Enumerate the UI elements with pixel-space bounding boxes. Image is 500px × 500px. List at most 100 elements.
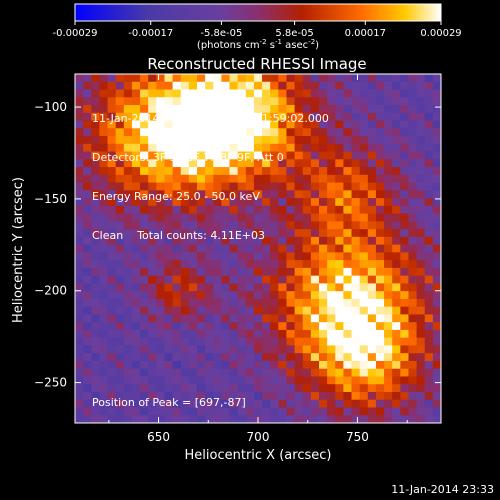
heatmap-cell — [351, 112, 361, 121]
heatmap-cell — [164, 314, 173, 323]
heatmap-cell — [180, 89, 190, 98]
heatmap-cell — [205, 415, 214, 424]
heatmap-cell — [253, 384, 263, 393]
heatmap-cell — [400, 198, 409, 207]
heatmap-cell — [123, 151, 133, 160]
heatmap-cell — [302, 236, 312, 246]
heatmap-cell — [229, 105, 239, 114]
heatmap-cell — [99, 136, 108, 145]
heatmap-cell — [140, 205, 149, 214]
heatmap-cell — [213, 345, 222, 354]
heatmap-cell — [278, 399, 287, 408]
heatmap-cell — [83, 329, 92, 339]
heatmap-cell — [245, 112, 255, 121]
heatmap-cell — [91, 260, 100, 269]
heatmap-cell — [416, 81, 426, 90]
heatmap-cell — [237, 384, 247, 393]
heatmap-cell — [115, 360, 125, 370]
heatmap-cell — [335, 205, 344, 214]
heatmap-cell — [156, 97, 165, 106]
heatmap-cell — [294, 97, 304, 106]
heatmap-cell — [115, 236, 125, 246]
heatmap-cell — [351, 306, 361, 315]
heatmap-cell — [213, 275, 222, 284]
heatmap-cell — [75, 182, 84, 191]
heatmap-cell — [310, 322, 320, 331]
heatmap-cell — [302, 143, 312, 152]
energy-range-text: Energy Range: 25.0 - 50.0 keV — [92, 190, 260, 203]
heatmap-cell — [270, 105, 279, 114]
heatmap-cell — [197, 205, 206, 214]
heatmap-cell — [140, 391, 149, 401]
heatmap-cell — [278, 229, 287, 238]
heatmap-cell — [156, 306, 165, 315]
heatmap-cell — [91, 81, 100, 90]
heatmap-cell — [270, 275, 279, 284]
heatmap-cell — [83, 314, 92, 323]
heatmap-cell — [270, 81, 279, 90]
heatmap-cell — [213, 283, 222, 292]
heatmap-cell — [245, 159, 255, 168]
heatmap-cell — [262, 267, 271, 277]
heatmap-cell — [229, 345, 239, 354]
heatmap-cell — [123, 143, 133, 152]
heatmap-cell — [319, 415, 328, 424]
heatmap-cell — [351, 415, 361, 424]
heatmap-cell — [392, 97, 401, 106]
heatmap-cell — [408, 167, 417, 176]
heatmap-cell — [400, 81, 409, 90]
heatmap-cell — [75, 213, 84, 222]
heatmap-cell — [327, 97, 336, 106]
heatmap-cell — [384, 368, 393, 377]
heatmap-cell — [351, 229, 361, 238]
heatmap-cell — [262, 384, 271, 393]
heatmap-cell — [310, 345, 320, 354]
heatmap-cell — [164, 298, 173, 308]
heatmap-cell — [432, 112, 442, 121]
heatmap-cell — [310, 391, 320, 401]
heatmap-cell — [91, 182, 100, 191]
heatmap-cell — [408, 399, 417, 408]
heatmap-cell — [75, 252, 84, 261]
heatmap-cell — [384, 198, 393, 207]
heatmap-cell — [367, 298, 377, 308]
heatmap-cell — [319, 236, 328, 246]
heatmap-cell — [278, 345, 287, 354]
heatmap-cell — [367, 89, 377, 98]
heatmap-cell — [237, 391, 247, 401]
heatmap-cell — [416, 136, 426, 145]
heatmap-cell — [99, 229, 108, 238]
heatmap-cell — [229, 291, 239, 300]
heatmap-cell — [107, 167, 117, 176]
heatmap-cell — [310, 399, 320, 408]
heatmap-cell — [343, 244, 352, 253]
heatmap-cell — [115, 105, 125, 114]
heatmap-cell — [188, 143, 198, 152]
heatmap-cell — [188, 120, 198, 129]
heatmap-cell — [294, 283, 304, 292]
heatmap-cell — [384, 391, 393, 401]
heatmap-cell — [164, 267, 173, 277]
heatmap-cell — [107, 213, 117, 222]
heatmap-cell — [310, 329, 320, 339]
heatmap-cell — [172, 337, 182, 346]
heatmap-cell — [229, 368, 239, 377]
heatmap-cell — [270, 128, 279, 137]
heatmap-cell — [213, 260, 222, 269]
heatmap-cell — [351, 198, 361, 207]
heatmap-cell — [188, 136, 198, 145]
heatmap-cell — [270, 353, 279, 362]
heatmap-cell — [91, 399, 100, 408]
heatmap-cell — [416, 89, 426, 98]
heatmap-cell — [221, 174, 230, 183]
heatmap-cell — [319, 283, 328, 292]
heatmap-cell — [375, 360, 385, 370]
heatmap-cell — [213, 190, 222, 199]
heatmap-cell — [140, 260, 149, 269]
heatmap-cell — [99, 353, 108, 362]
heatmap-cell — [83, 345, 92, 354]
heatmap-cell — [319, 407, 328, 416]
heatmap-cell — [205, 213, 214, 222]
heatmap-cell — [302, 384, 312, 393]
heatmap-cell — [91, 229, 100, 238]
